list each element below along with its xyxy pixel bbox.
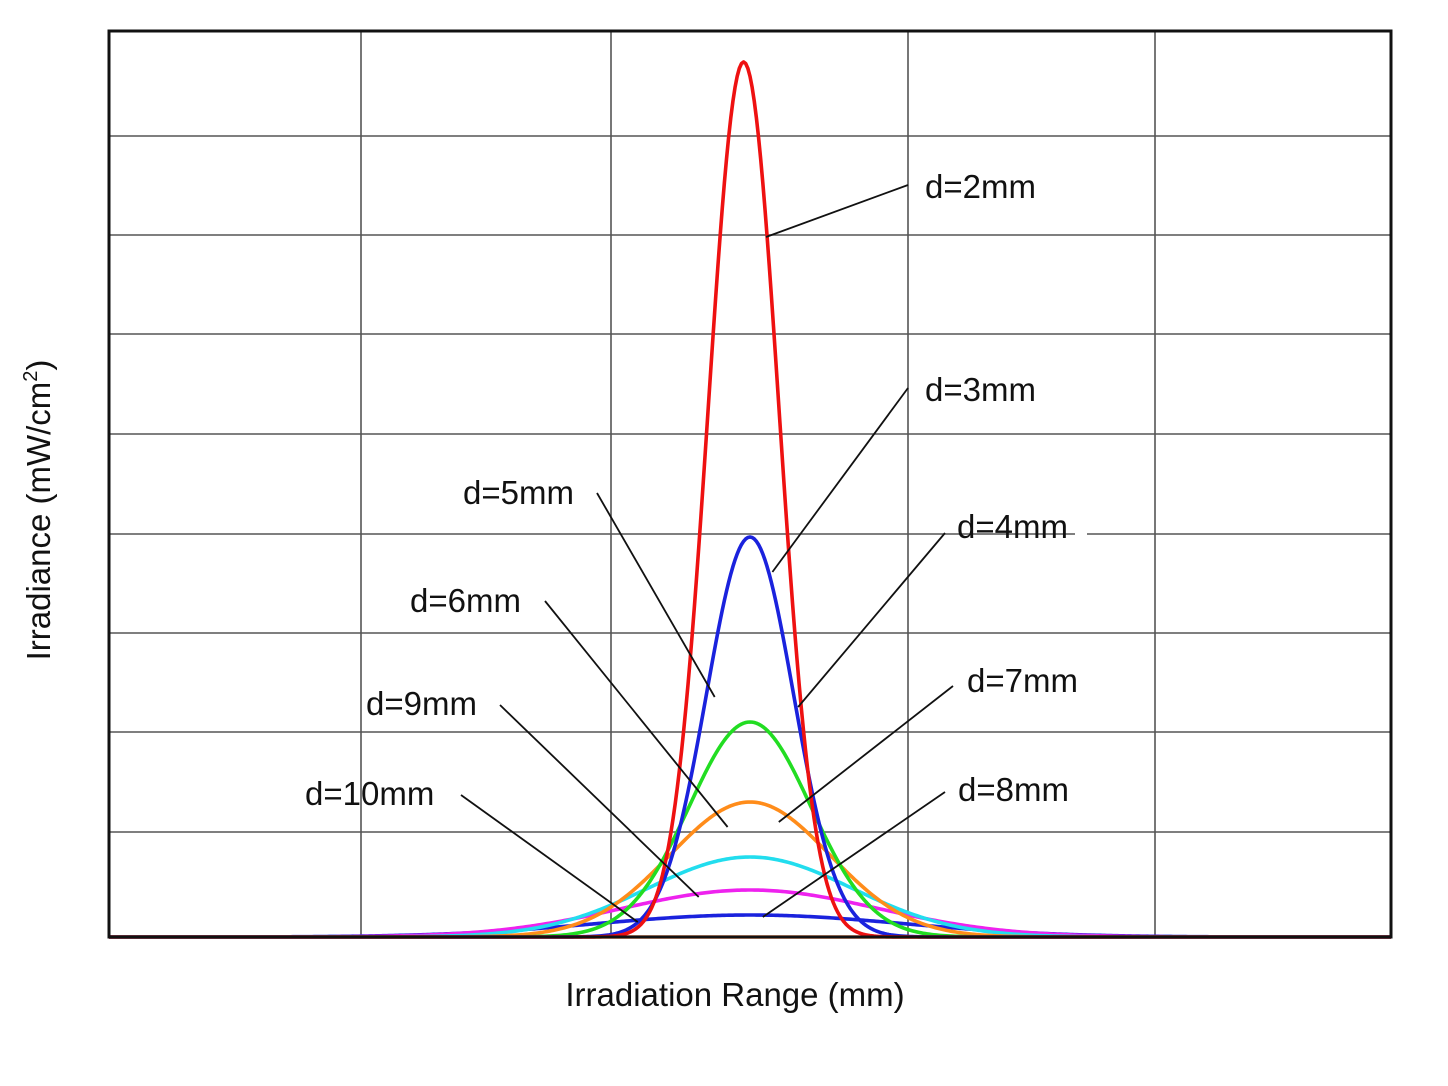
leader-line-d-3mm <box>771 387 909 573</box>
series-label-d-4mm: d=4mm <box>957 508 1068 545</box>
leader-line-d-10mm <box>460 794 639 923</box>
leader-line-d-4mm <box>797 532 946 708</box>
series-label-d-9mm: d=9mm <box>366 685 477 722</box>
leader-line-d-5mm <box>596 492 716 698</box>
leader-line-d-2mm <box>765 184 909 238</box>
label-gap-mask <box>1075 526 1087 540</box>
series-curve-d-2mm <box>109 60 1391 939</box>
series-label-d-3mm: d=3mm <box>925 371 1036 408</box>
series-label-d-10mm: d=10mm <box>305 775 434 812</box>
leader-line-d-8mm <box>762 791 946 918</box>
series-label-d-7mm: d=7mm <box>967 662 1078 699</box>
series-curve-d-8mm <box>109 913 1391 939</box>
y-axis-label-superscript: 2 <box>20 371 42 382</box>
series-label-d-2mm: d=2mm <box>925 168 1036 205</box>
y-axis-label-close: ) <box>20 360 57 371</box>
series-curve-d-3mm <box>109 535 1391 939</box>
series-curve-d-4mm <box>109 720 1391 939</box>
annotation-labels: d=2mm d=3mm d=4mm d=5mm d=6mm d=7mm d=8mm d=9mm… <box>305 168 1087 812</box>
annotation-leaders <box>460 184 954 923</box>
leader-line-d-9mm <box>499 704 700 898</box>
grid-lines <box>109 31 1391 937</box>
series-label-d-5mm: d=5mm <box>463 474 574 511</box>
y-axis-label: Irradiance (mW/cm2) <box>20 360 57 661</box>
series-label-d-6mm: d=6mm <box>410 582 521 619</box>
x-axis-label: Irradiation Range (mm) <box>565 976 904 1013</box>
leader-line-d-6mm <box>544 600 729 828</box>
series-curves <box>109 60 1391 939</box>
leader-line-d-7mm <box>778 685 954 823</box>
plot-frame <box>107 29 1393 939</box>
series-curve-d-6mm <box>109 855 1391 939</box>
y-axis-label-main: Irradiance (mW/cm <box>20 382 57 661</box>
series-label-d-8mm: d=8mm <box>958 771 1069 808</box>
